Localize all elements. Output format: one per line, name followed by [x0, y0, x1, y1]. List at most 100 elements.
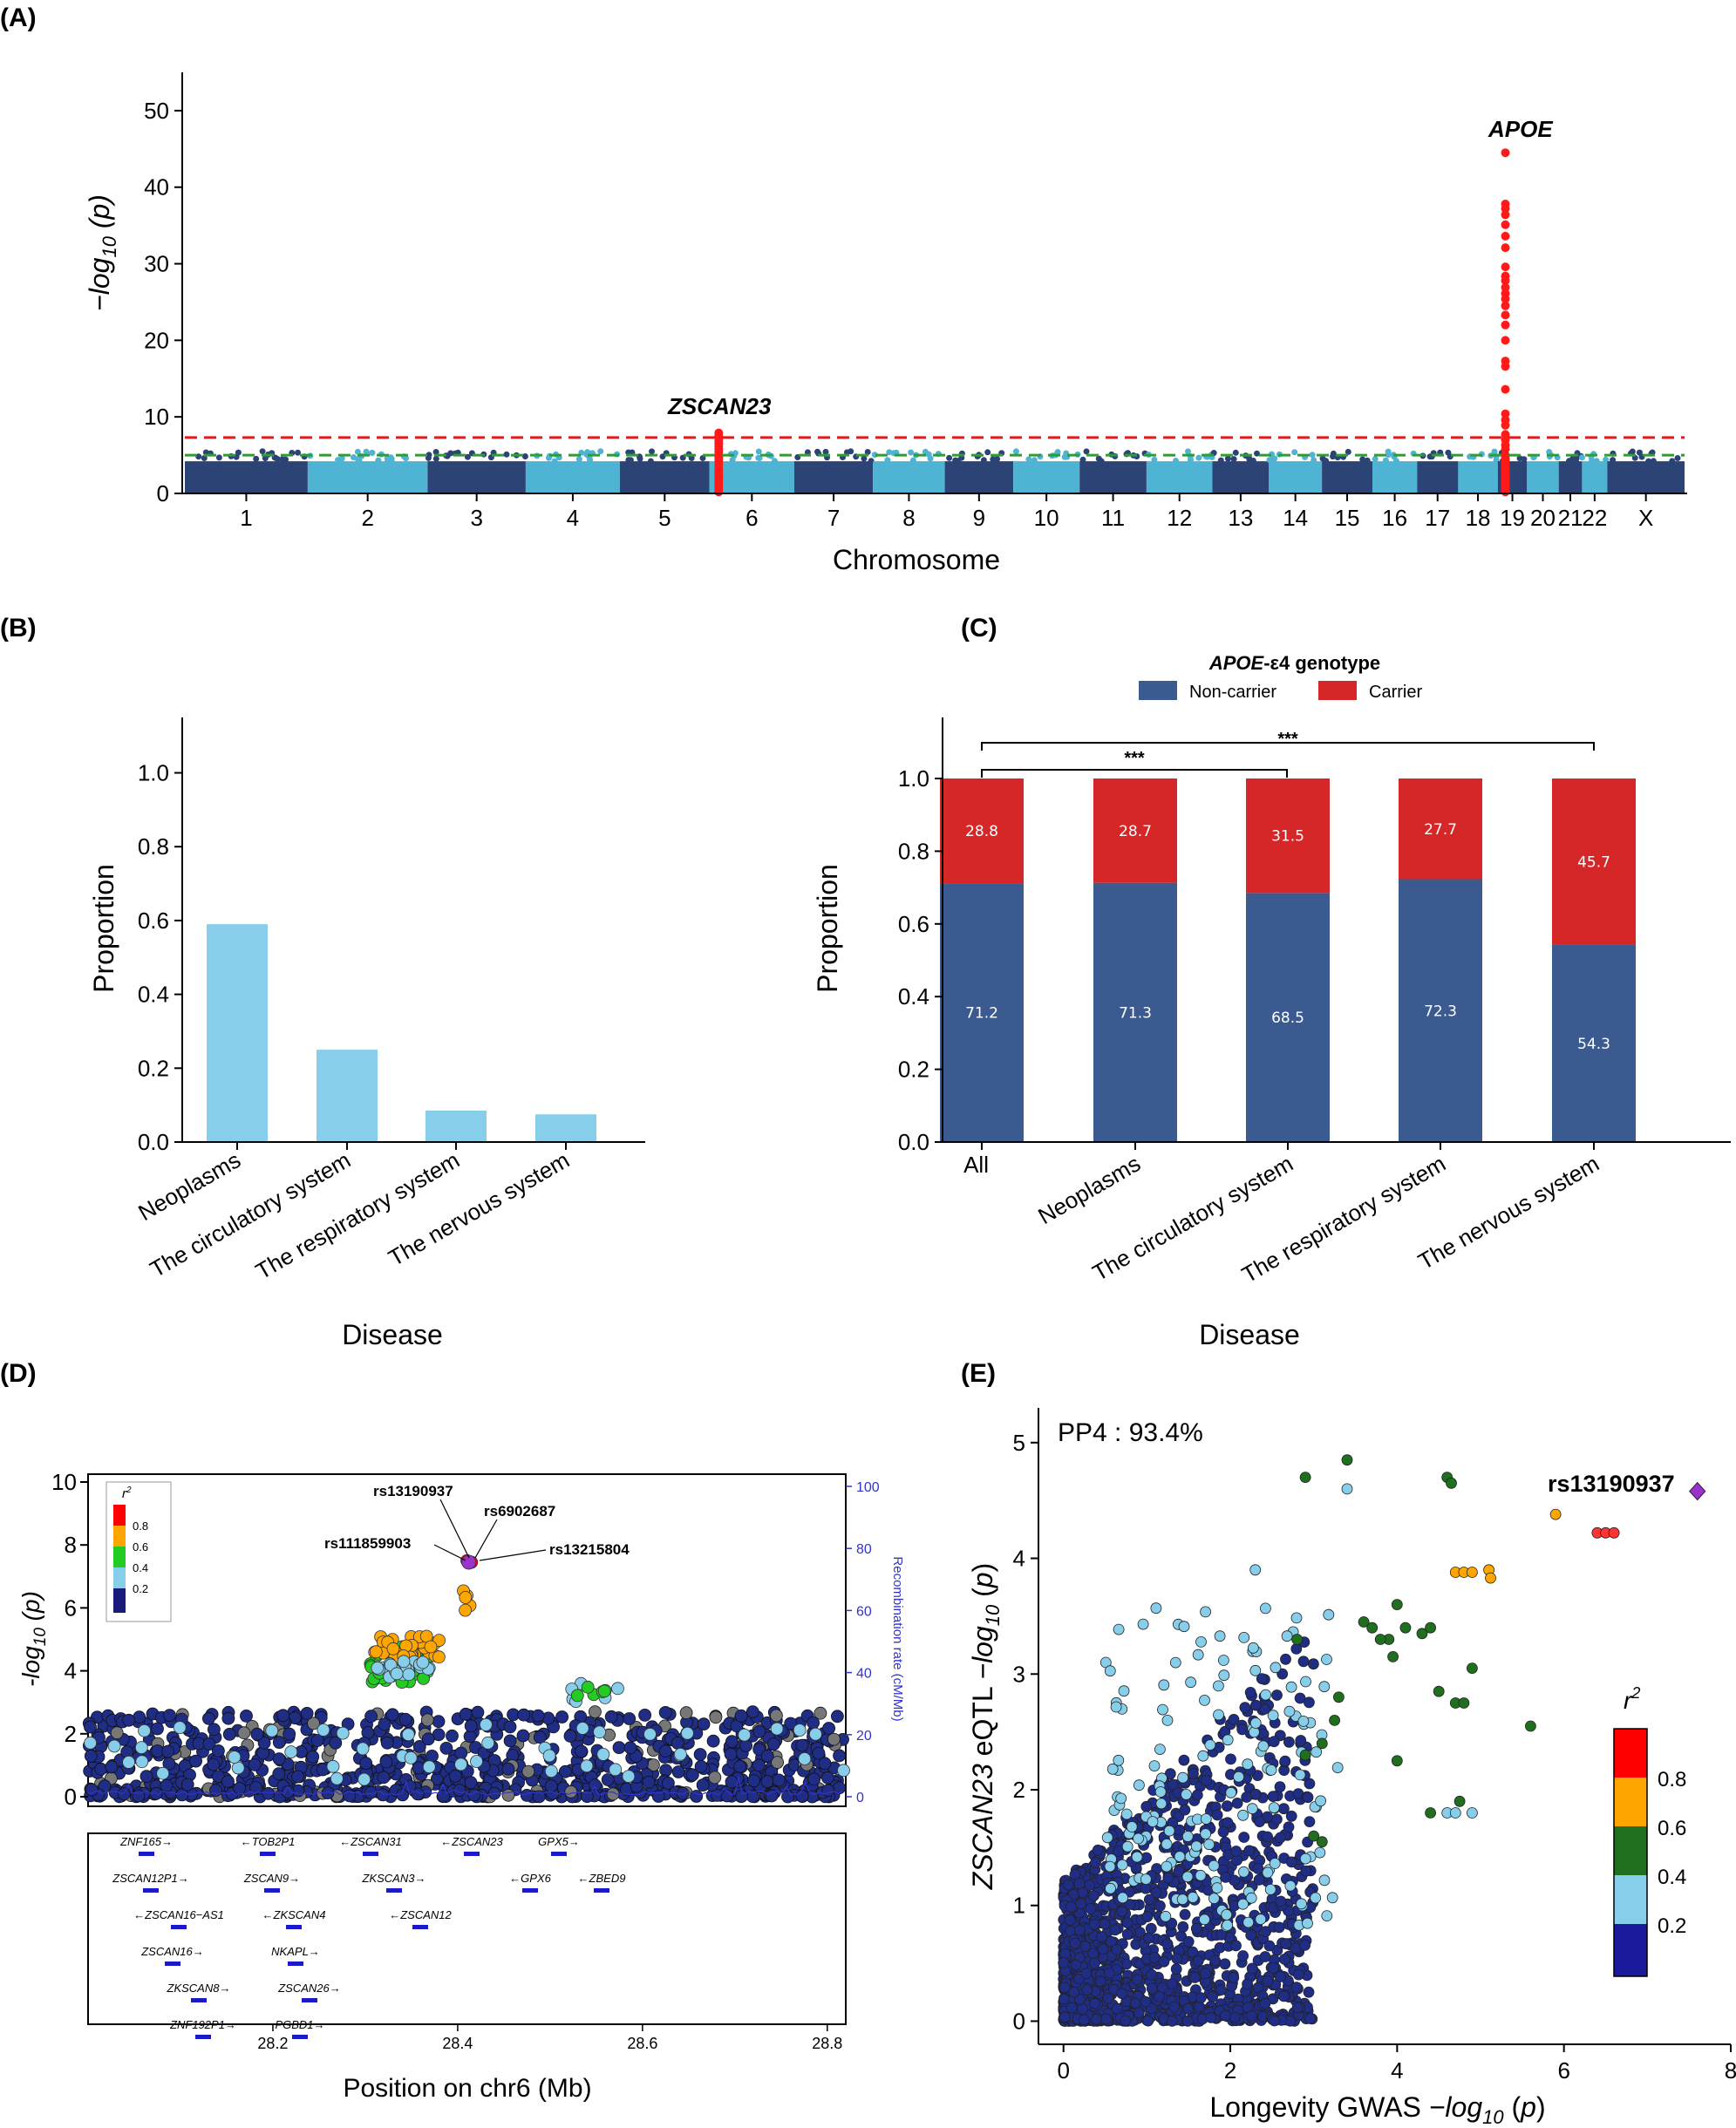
snp-point-ld-02 [1120, 1808, 1133, 1820]
snp-point [864, 449, 871, 455]
snp-point-ld-02 [1116, 1859, 1128, 1871]
snp-point-ld-02 [1121, 1840, 1134, 1853]
snp-point-ld-low [122, 1756, 136, 1769]
snp-point-ld-02 [1200, 1813, 1212, 1825]
gene-label: ZKSCAN8→ [167, 1982, 231, 1995]
bar-non-carrier-3 [1399, 879, 1482, 1142]
snp-point [1269, 2015, 1280, 2027]
snp-point [1268, 1961, 1279, 1974]
snp-point-ld-02 [1147, 1816, 1159, 1828]
snp-point [1124, 1899, 1136, 1910]
snp-point [1273, 1921, 1285, 1934]
snp-point-ld-04 [1467, 1662, 1478, 1674]
snp-point [272, 1752, 286, 1766]
snp-point-ld [402, 1668, 416, 1682]
snp-point-ld-02 [1257, 1740, 1270, 1752]
x-tick-label-chr-8: 8 [902, 505, 915, 531]
y-tick-label: 1 [1013, 1893, 1025, 1919]
snp-point-ld-low [357, 1772, 371, 1786]
snp-point [1209, 1955, 1222, 1967]
x-tick-label-chr-21: 21 [1558, 505, 1583, 531]
snp-point [207, 1723, 221, 1737]
snp-point [1083, 448, 1090, 455]
snp-point-ld-02 [1218, 1669, 1230, 1682]
snp-point [464, 453, 471, 460]
snp-point-ld-04 [1358, 1616, 1370, 1628]
snp-point-ld-02 [1255, 1914, 1267, 1926]
x-tick-label: 28.6 [627, 2035, 657, 2052]
snp-point [151, 1722, 164, 1736]
snp-point [257, 1736, 271, 1750]
snp-point-ld [386, 1642, 400, 1655]
snp-point-ld-low [284, 1745, 298, 1758]
bar-0 [207, 924, 268, 1142]
snp-point [235, 449, 242, 456]
snp-point-ld-02 [1222, 1919, 1233, 1931]
snp-point [1121, 1917, 1134, 1929]
gene-label: ZSCAN26→ [277, 1982, 341, 1995]
gene-label: GPX5→ [538, 1835, 580, 1848]
recombination-rate-line [87, 1777, 843, 1796]
snp-point [1158, 1955, 1170, 1968]
coloc-x-ticks: 0 2 4 6 8 [1057, 2044, 1736, 2084]
snp-point [1079, 456, 1086, 463]
snp-point [262, 1786, 276, 1800]
significant-snp-point [1501, 282, 1510, 292]
snp-point [249, 1781, 263, 1794]
chromosome-band-18 [1458, 461, 1498, 493]
snp-point-ld-04 [1374, 1634, 1386, 1645]
x-tick-label: The nervous system [384, 1146, 574, 1271]
snp-point-ld-low [480, 1718, 493, 1731]
snp-point-ld-02 [1213, 1680, 1224, 1692]
snp-point [1217, 457, 1224, 464]
y-tick-label: 1.0 [898, 765, 929, 792]
snp-point [868, 458, 875, 465]
snp-point [1140, 1882, 1152, 1894]
snp-point-ld-02 [1248, 1642, 1259, 1654]
snp-point [1151, 456, 1158, 463]
snp-point [589, 1705, 602, 1718]
chromosome-band-11 [1079, 461, 1147, 493]
snp-point [1189, 1972, 1201, 1983]
snp-point-ld-04 [1341, 1454, 1353, 1466]
snp-point [85, 1783, 99, 1797]
snp-point-ld-02 [1208, 1893, 1220, 1905]
snp-point-ld-02 [1177, 1771, 1188, 1784]
snp-point-ld-02 [1294, 1769, 1306, 1781]
apoe-annotation: APOE [1488, 116, 1553, 142]
snp-point [551, 458, 558, 465]
snp-point-ld-02 [1192, 1649, 1204, 1661]
snp-point [464, 1719, 478, 1733]
panel-label-a: (A) [0, 3, 37, 32]
gene-label: PGBD1→ [275, 2018, 324, 2031]
snp-point [659, 1744, 672, 1758]
snp-point-ld-02 [1283, 1705, 1296, 1717]
snp-point [1359, 456, 1366, 463]
snp-point-ld-low [609, 1763, 623, 1777]
chromosome-band-10 [1013, 461, 1080, 493]
x-tick-label-chr-9: 9 [973, 505, 985, 531]
snp-point-ld-02 [1197, 1750, 1209, 1762]
snp-point [814, 1706, 827, 1720]
snp-point [1081, 1984, 1093, 1996]
snp-point [1134, 1927, 1146, 1939]
snp-point [1150, 1887, 1162, 1899]
snp-point [1228, 1714, 1240, 1725]
manhattan-x-axis-title: Chromosome [833, 544, 1000, 575]
snp-point [1294, 1692, 1306, 1704]
x-tick-label-chr-14: 14 [1283, 505, 1308, 531]
significant-snp-point [714, 428, 724, 438]
snp-point [647, 458, 654, 465]
snp-point [105, 1760, 119, 1774]
snp-point [1280, 1938, 1292, 1950]
snp-point [597, 448, 604, 455]
bar-carrier-1 [1093, 778, 1177, 883]
snp-point [659, 453, 666, 460]
snp-point [1244, 1687, 1256, 1698]
snp-point-ld-low [422, 1760, 436, 1774]
snp-point-ld-04 [1453, 1795, 1466, 1807]
bar-carrier-2 [1246, 778, 1330, 894]
snp-point [946, 454, 953, 461]
snp-point [1304, 2013, 1317, 2024]
legend-swatch-non-carrier [1139, 681, 1177, 700]
